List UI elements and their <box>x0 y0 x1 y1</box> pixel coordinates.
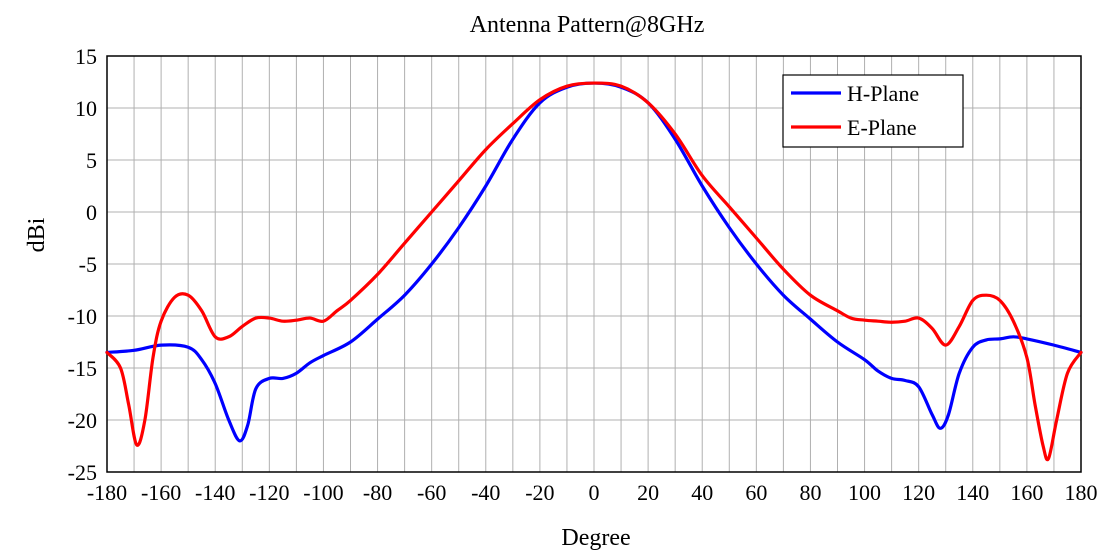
x-tick-label: 60 <box>745 480 767 505</box>
x-tick-label: -160 <box>141 480 181 505</box>
y-tick-label: -5 <box>79 252 97 277</box>
x-axis-label: Degree <box>561 525 630 551</box>
legend: H-Plane E-Plane <box>782 74 964 148</box>
x-tick-label: -120 <box>249 480 289 505</box>
series-lines <box>105 81 1083 462</box>
y-tick-label: 0 <box>86 200 97 225</box>
x-tick-label: -180 <box>87 480 127 505</box>
series-line-e-plane <box>105 81 1083 462</box>
x-tick-label: -40 <box>471 480 500 505</box>
axes: -180 -160 -140 -120 -100 -80 -60 -40 -20 0 20 40 60 8… <box>68 44 1098 505</box>
y-tick-label: -15 <box>68 356 97 381</box>
x-tick-label: 160 <box>1010 480 1043 505</box>
legend-label: E-Plane <box>847 115 917 140</box>
y-axis-label: dBi <box>24 217 50 252</box>
x-tick-label: 140 <box>956 480 989 505</box>
x-tick-label: -60 <box>417 480 446 505</box>
x-tick-label: 40 <box>691 480 713 505</box>
x-tick-label: -80 <box>363 480 392 505</box>
y-tick-label: 15 <box>75 44 97 69</box>
x-tick-label: 120 <box>902 480 935 505</box>
plot-frame <box>106 55 1082 473</box>
x-tick-label: 0 <box>589 480 600 505</box>
y-tick-label: -10 <box>68 304 97 329</box>
x-tick-label: -20 <box>525 480 554 505</box>
legend-label: H-Plane <box>847 81 919 106</box>
y-tick-label: 10 <box>75 96 97 121</box>
x-tick-label: 80 <box>799 480 821 505</box>
chart-title: Antenna Pattern@8GHz <box>470 12 705 38</box>
y-tick-label: -25 <box>68 460 97 485</box>
y-tick-label: -20 <box>68 408 97 433</box>
x-tick-label: 20 <box>637 480 659 505</box>
x-tick-label: -140 <box>195 480 235 505</box>
legend-box <box>782 74 964 148</box>
x-tick-label: 180 <box>1065 480 1098 505</box>
y-tick-label: 5 <box>86 148 97 173</box>
x-tick-label: 100 <box>848 480 881 505</box>
x-tick-label: -100 <box>303 480 343 505</box>
